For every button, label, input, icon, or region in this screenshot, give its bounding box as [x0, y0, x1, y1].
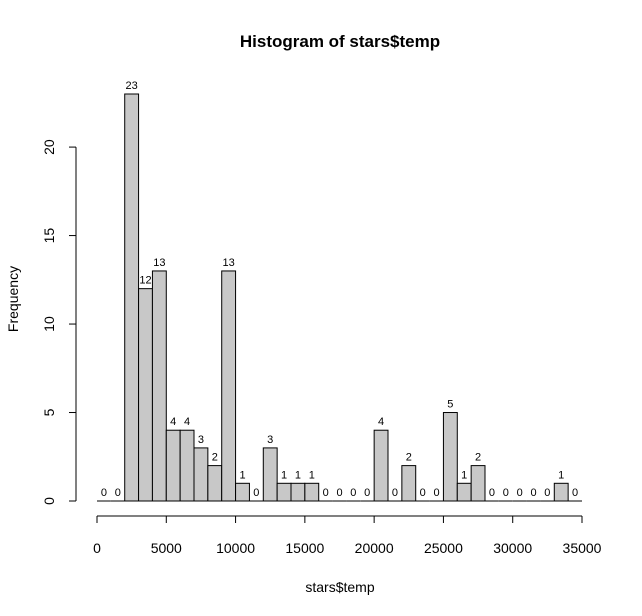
bar-count-label: 0 [503, 487, 509, 499]
histogram-bar [456, 482, 472, 502]
bar-count-label: 4 [170, 416, 176, 428]
x-axis: 0 5000 10000 15000 20000 25000 30000 35000 [93, 515, 602, 556]
histogram-bar [442, 412, 458, 502]
bar-count-label: 1 [558, 469, 564, 481]
histogram-bar [165, 429, 181, 502]
x-tick-label: 5000 [151, 540, 182, 556]
bar-count-label: 1 [309, 469, 315, 481]
x-tick-label: 25000 [424, 540, 463, 556]
y-axis: 0 5 10 15 20 [41, 139, 77, 505]
bar-count-label: 0 [530, 487, 536, 499]
bar-count-label: 0 [489, 487, 495, 499]
bar-count-label: 0 [115, 487, 121, 499]
bar-count-label: 0 [253, 487, 259, 499]
bar-count-label: 1 [281, 469, 287, 481]
bar-count-label: 0 [392, 487, 398, 499]
y-tick-label: 20 [41, 139, 57, 155]
bar-count-label: 0 [572, 487, 578, 499]
bar-count-label: 4 [378, 416, 384, 428]
bars-group [97, 93, 582, 502]
x-axis-label: stars$temp [305, 579, 374, 595]
histogram-bar [401, 465, 417, 502]
bar-count-label: 3 [198, 434, 204, 446]
y-tick-label: 15 [41, 228, 57, 244]
x-tick-label: 30000 [493, 540, 532, 556]
histogram-bar [235, 482, 250, 502]
histogram-bar [151, 270, 167, 502]
bar-count-label: 13 [153, 257, 165, 269]
bar-count-label: 0 [433, 487, 439, 499]
bar-count-label: 1 [239, 469, 245, 481]
bar-count-label: 12 [139, 275, 151, 287]
bar-count-label: 1 [295, 469, 301, 481]
histogram-bar [138, 288, 153, 502]
bar-count-label: 0 [364, 487, 370, 499]
y-tick-label: 5 [41, 408, 57, 416]
y-axis-label: Frequency [5, 266, 21, 332]
x-tick-label: 20000 [355, 540, 394, 556]
histogram-bar [193, 447, 209, 502]
bar-count-label: 5 [447, 399, 453, 411]
histogram-bar [553, 482, 569, 502]
bar-count-label: 2 [212, 452, 218, 464]
bar-count-label: 0 [517, 487, 523, 499]
histogram-bar [179, 429, 195, 502]
bar-count-label: 0 [350, 487, 356, 499]
histogram-bar [207, 465, 223, 502]
bar-count-label: 0 [420, 487, 426, 499]
bar-count-label: 13 [223, 257, 235, 269]
histogram-bar [290, 482, 306, 502]
bar-count-label: 0 [544, 487, 550, 499]
bar-count-label: 3 [267, 434, 273, 446]
histogram-bar [276, 482, 292, 502]
bar-count-label: 23 [126, 80, 138, 92]
x-tick-label: 35000 [563, 540, 602, 556]
bar-count-label: 2 [475, 452, 481, 464]
histogram-bar [221, 270, 237, 502]
bar-count-label: 0 [336, 487, 342, 499]
x-tick-label: 10000 [216, 540, 255, 556]
histogram-bar [304, 482, 320, 502]
histogram-bar [262, 447, 278, 502]
bar-count-label: 1 [461, 469, 467, 481]
bar-count-label: 2 [406, 452, 412, 464]
y-tick-label: 0 [41, 497, 57, 505]
y-tick-label: 10 [41, 316, 57, 332]
histogram-bar [470, 465, 486, 502]
x-tick-label: 15000 [285, 540, 324, 556]
bar-count-label: 0 [101, 487, 107, 499]
histogram-bar [373, 429, 389, 502]
bar-count-label: 4 [184, 416, 190, 428]
x-tick-label: 0 [93, 540, 101, 556]
bar-count-label: 0 [323, 487, 329, 499]
chart-title: Histogram of stars$temp [240, 32, 440, 51]
histogram-bar [124, 93, 140, 502]
